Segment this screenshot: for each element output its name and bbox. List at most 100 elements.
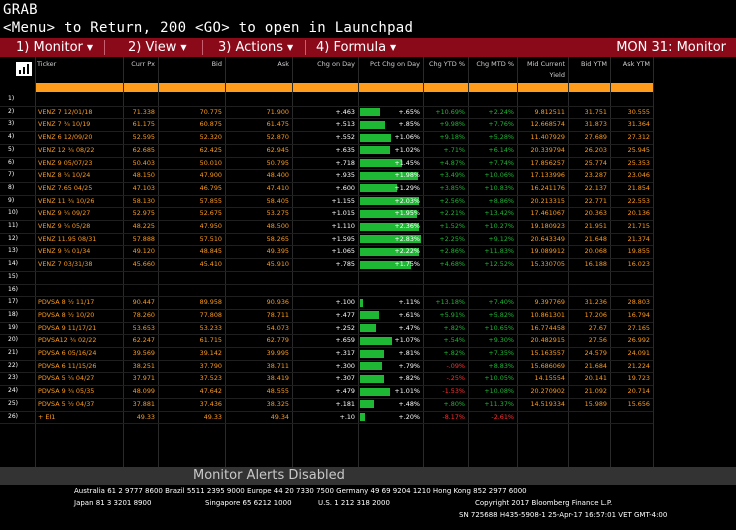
ticker-cell[interactable]: PDVSA 9 ¾ 05/35 — [38, 387, 95, 396]
menu-formula[interactable]: 4) Formula ▼ — [316, 38, 397, 57]
ticker-cell[interactable]: + EI1 — [38, 412, 56, 421]
ask-cell: 61.475 — [266, 120, 289, 129]
pct-chg-on-day-cell: +1.75% — [394, 260, 420, 269]
pct-change-bar — [360, 247, 419, 256]
bid-ytm-cell: 21.648 — [584, 234, 607, 243]
menu-actions[interactable]: 3) Actions ▼ — [218, 38, 294, 57]
pct-change-bar — [360, 324, 376, 333]
ticker-cell[interactable]: VENZ 7 ¾ 10/19 — [38, 120, 91, 129]
footer-phone-singapore: Singapore 65 6212 1000 — [205, 499, 292, 507]
column-header-bid[interactable]: Bid — [211, 60, 222, 68]
ask-ytm-cell: 25.945 — [627, 145, 650, 154]
row-number: 1) — [8, 95, 15, 102]
row-divider — [0, 423, 653, 425]
ticker-cell[interactable]: VENZ 9 ¼ 09/27 — [38, 209, 91, 218]
curr-px-cell: 52.595 — [132, 133, 155, 142]
ticker-cell[interactable]: PDVSA 5 ¼ 04/27 — [38, 374, 95, 383]
row-number: 20) — [8, 336, 18, 344]
row-number: 6) — [8, 158, 15, 166]
curr-px-cell: 38.251 — [132, 361, 155, 370]
column-header-chg-on-day[interactable]: Chg on Day — [317, 60, 355, 68]
ticker-cell[interactable]: VENZ 12 ¾ 08/22 — [38, 145, 95, 154]
column-header-ticker[interactable]: Ticker — [37, 60, 57, 68]
ask-cell: 38.419 — [266, 374, 289, 383]
ticker-cell[interactable]: VENZ 7.65 04/25 — [38, 183, 93, 192]
ask-cell: 38.325 — [266, 399, 289, 408]
ask-ytm-cell: 20.136 — [627, 209, 650, 218]
monitor-title: MON 31: Monitor — [616, 40, 726, 55]
ticker-cell[interactable]: VENZ 9 05/07/23 — [38, 158, 93, 167]
ticker-cell[interactable]: VENZ 7 12/01/18 — [38, 107, 93, 116]
window-title: GRAB — [3, 2, 38, 18]
ask-ytm-cell: 16.794 — [627, 310, 650, 319]
pct-change-bar — [360, 235, 421, 244]
footer-session-info: SN 725688 H435-5908-1 25-Apr-17 16:57:01… — [459, 511, 668, 519]
ask-cell: 48.400 — [266, 171, 289, 180]
ticker-cell[interactable]: PDVSA 9 11/17/21 — [38, 323, 97, 332]
ticker-cell[interactable]: PDVSA 8 ½ 10/20 — [38, 310, 95, 319]
column-header-chg-ytd[interactable]: Chg YTD % — [428, 60, 465, 68]
pct-change-bar — [360, 222, 419, 231]
ticker-cell[interactable]: VENZ 7 03/31/38 — [38, 260, 93, 269]
row-divider — [0, 397, 653, 399]
bid-cell: 57.855 — [199, 196, 222, 205]
ask-ytm-cell: 19.723 — [627, 374, 650, 383]
menu-monitor[interactable]: 1) Monitor ▼ — [16, 38, 94, 57]
row-number: 8) — [8, 183, 15, 191]
ticker-cell[interactable]: VENZ 9 ¼ 05/28 — [38, 222, 91, 230]
curr-px-cell: 47.103 — [132, 183, 155, 192]
pct-change-bar — [360, 209, 417, 218]
bid-ytm-cell: 17.206 — [584, 310, 607, 319]
column-divider — [610, 57, 611, 467]
column-header-ask-ytm[interactable]: Ask YTM — [622, 60, 650, 68]
menu-view[interactable]: 2) View ▼ — [128, 38, 187, 57]
ask-cell: 58.265 — [266, 234, 289, 243]
bid-cell: 47.950 — [199, 222, 222, 230]
ask-cell: 53.275 — [266, 209, 289, 218]
ticker-cell[interactable]: PDVSA12 ¾ 02/22 — [38, 336, 97, 345]
ask-cell: 90.936 — [266, 298, 289, 307]
bar-chart-icon[interactable] — [16, 62, 32, 76]
curr-px-cell: 90.447 — [132, 298, 155, 307]
chg-ytd-cell: +1.52% — [439, 222, 465, 230]
mid-current-yield-cell: 19.180923 — [530, 222, 565, 230]
column-header-ask[interactable]: Ask — [277, 60, 289, 68]
row-number: 15) — [8, 272, 18, 280]
ticker-cell[interactable]: VENZ 11.95 08/31 — [38, 234, 97, 243]
mid-current-yield-cell: 20.482915 — [530, 336, 565, 345]
bid-cell: 89.958 — [199, 298, 222, 307]
row-number: 13) — [8, 247, 18, 255]
ticker-cell[interactable]: VENZ 8 ¼ 10/24 — [38, 171, 91, 180]
chg-on-day-cell: +.552 — [335, 133, 355, 142]
ticker-cell[interactable]: VENZ 11 ¾ 10/26 — [38, 196, 95, 205]
row-number: 21) — [8, 349, 18, 356]
ask-cell: 62.945 — [266, 145, 289, 154]
curr-px-cell: 48.225 — [132, 222, 155, 230]
menu-formula-label: 4) Formula — [316, 40, 387, 55]
row-divider — [0, 359, 653, 361]
monitor-grid: Ticker Curr Px Bid Ask Chg on Day Pct Chg on … — [0, 57, 736, 467]
column-header-pct-chg-on-day[interactable]: Pct Chg on Day — [370, 60, 420, 68]
column-header-curr-px[interactable]: Curr Px — [131, 60, 155, 68]
chg-mtd-cell: +11.83% — [484, 247, 514, 256]
mid-current-yield-cell: 14.15554 — [534, 374, 566, 383]
ticker-cell[interactable]: PDVSA 6 11/15/26 — [38, 361, 97, 370]
ask-ytm-cell: 19.855 — [627, 247, 650, 256]
column-divider — [653, 57, 654, 467]
column-header-bid-ytm[interactable]: Bid YTM — [580, 60, 607, 68]
row-divider — [0, 347, 653, 348]
column-header-mid-current-yield[interactable]: Mid Current Yield — [526, 60, 565, 79]
ticker-cell[interactable]: VENZ 6 12/09/20 — [38, 133, 93, 142]
ask-cell: 50.795 — [266, 158, 289, 167]
ticker-cell[interactable]: VENZ 9 ¼ 01/34 — [38, 247, 91, 256]
pct-change-bar — [360, 387, 390, 396]
bid-cell: 46.795 — [199, 183, 222, 192]
chg-ytd-cell: +2.56% — [439, 196, 465, 205]
bid-ytm-cell: 31.236 — [584, 298, 607, 307]
ticker-cell[interactable]: PDVSA 8 ½ 11/17 — [38, 298, 95, 307]
column-header-chg-mtd[interactable]: Chg MTD % — [476, 60, 514, 68]
chg-ytd-cell: +5.91% — [439, 310, 465, 319]
ticker-cell[interactable]: PDVSA 5 ½ 04/37 — [38, 399, 95, 408]
ticker-cell[interactable]: PDVSA 6 05/16/24 — [38, 349, 97, 357]
chg-on-day-cell: +.479 — [335, 387, 355, 396]
